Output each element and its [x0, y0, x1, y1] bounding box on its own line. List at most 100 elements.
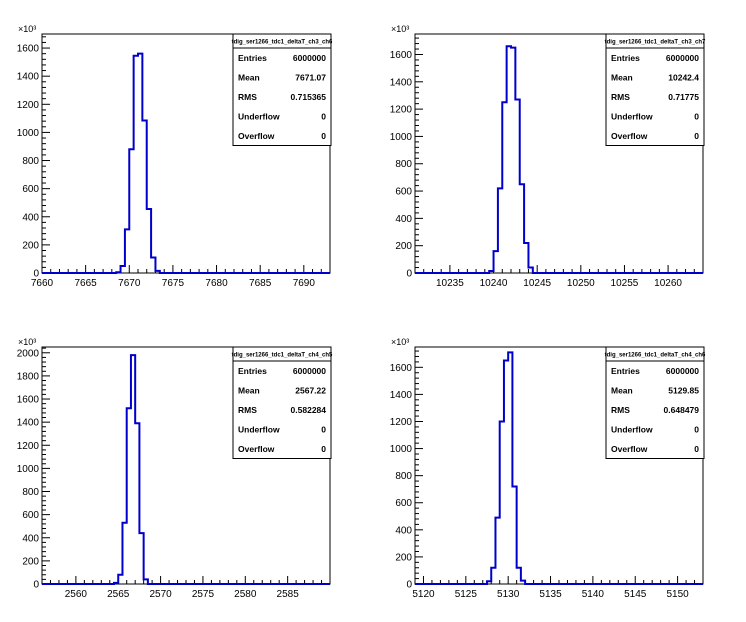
x-tick-label: 5135: [539, 589, 562, 600]
y-tick-label: 600: [395, 498, 412, 509]
y-tick-label: 1400: [390, 390, 413, 401]
y-tick-label: 200: [22, 556, 39, 567]
y-tick-label: 800: [395, 471, 412, 482]
stats-box: tdig_ser1266_tdc1_deltaT_ch3_ch7 Entries 6…: [605, 33, 706, 146]
x-tick-label: 5120: [412, 589, 435, 600]
x-tick-label: 2580: [234, 589, 257, 600]
histogram-bin: [495, 518, 499, 584]
stats-value: 0.648479: [664, 405, 700, 415]
y-tick-label: 1600: [17, 395, 40, 406]
x-tick-label: 10255: [611, 278, 639, 289]
stats-label: Entries: [238, 53, 267, 63]
stats-value: 0: [694, 444, 699, 454]
stats-label: Underflow: [238, 112, 280, 122]
stats-value: 6000000: [293, 53, 326, 63]
x-tick-label: 2575: [192, 589, 215, 600]
x-tick-label: 10235: [436, 278, 464, 289]
y-tick-label: 1800: [17, 371, 40, 382]
y-tick-label: 1000: [17, 464, 40, 475]
x-tick-label: 10240: [480, 278, 508, 289]
histogram-bin: [504, 361, 508, 584]
histogram-bin: [521, 581, 525, 584]
histogram-bin: [487, 581, 491, 584]
stats-label: Entries: [611, 366, 640, 376]
histogram-bin: [131, 355, 135, 584]
histogram-bin: [155, 271, 159, 273]
histogram-bin: [515, 100, 519, 273]
stats-value: 0.715365: [291, 92, 327, 102]
y-tick-label: 1400: [390, 77, 413, 88]
x-tick-label: 10250: [567, 278, 595, 289]
y-tick-label: 0: [406, 580, 412, 591]
y-tick-label: 400: [22, 212, 39, 223]
histogram-bin: [121, 266, 125, 273]
histogram-bin: [500, 421, 504, 584]
x-tick-label: 2585: [277, 589, 300, 600]
stats-value: 0: [694, 112, 699, 122]
histogram-bin: [114, 583, 118, 584]
stats-value: 6000000: [666, 53, 699, 63]
histogram-bin: [118, 575, 122, 584]
stats-label: Entries: [238, 366, 267, 376]
stats-value: 0: [321, 112, 326, 122]
histogram-bin: [139, 533, 143, 584]
y-tick-label: 1600: [390, 363, 413, 374]
stats-label: RMS: [611, 405, 630, 415]
y-tick-label: 1400: [17, 72, 40, 83]
histogram-pad-4: 5120 5125 5130 5135 5140 5145 5150 0 200 400 600 80…: [390, 337, 706, 600]
x-tick-label: 2570: [149, 589, 172, 600]
stats-label: Overflow: [238, 444, 275, 454]
x-tick-label: 7670: [118, 278, 141, 289]
y-tick-label: 200: [395, 241, 412, 252]
stats-value: 0: [321, 425, 326, 435]
stats-label: RMS: [238, 405, 257, 415]
stats-label: Mean: [611, 73, 633, 83]
y-tick-label: 1400: [17, 418, 40, 429]
histogram-bin: [147, 209, 151, 273]
histogram-line: [415, 351, 703, 585]
histogram-bin: [116, 272, 120, 273]
stats-value: 0.71775: [668, 92, 699, 102]
stats-label: Underflow: [611, 425, 653, 435]
y-tick-label: 400: [22, 533, 39, 544]
histogram-bin: [517, 568, 521, 584]
x-tick-label: 5130: [497, 589, 520, 600]
histogram-bin: [151, 258, 155, 273]
histogram-bin: [129, 149, 133, 273]
x-tick-label: 10260: [654, 278, 682, 289]
y-tick-label: 1200: [390, 417, 413, 428]
histogram-bin: [127, 408, 131, 584]
stats-box-frame: [232, 346, 332, 459]
histogram-bin: [494, 251, 498, 273]
x-tick-label: 7690: [293, 278, 316, 289]
stats-box: tdig_ser1266_tdc1_deltaT_ch4_ch6 Entries 6…: [605, 346, 706, 459]
stats-label: Mean: [611, 386, 633, 396]
stats-value: 10242.4: [668, 73, 699, 83]
histogram-bin: [498, 188, 502, 273]
y-tick-label: 200: [395, 552, 412, 563]
stats-value: 7671.07: [295, 73, 326, 83]
x-tick-label: 2560: [65, 589, 88, 600]
stats-label: Mean: [238, 386, 260, 396]
stats-value: 0: [321, 131, 326, 141]
stats-value: 5129.85: [668, 386, 699, 396]
stats-title: tdig_ser1266_tdc1_deltaT_ch4_ch5: [232, 353, 333, 359]
y-tick-label: 600: [22, 510, 39, 521]
stats-title: tdig_ser1266_tdc1_deltaT_ch3_ch6: [232, 40, 333, 46]
y-tick-label: 0: [33, 269, 39, 280]
stats-label: Overflow: [611, 131, 648, 141]
y-tick-label: 1600: [17, 44, 40, 55]
y-tick-label: 400: [395, 214, 412, 225]
stats-label: RMS: [238, 92, 257, 102]
histogram-bin: [502, 102, 506, 273]
histogram-bin: [138, 54, 142, 273]
y-tick-label: 1200: [390, 105, 413, 116]
histogram-pad-2: 10235 10240 10245 10250 10255 10260 0 200 400 600…: [390, 24, 706, 289]
y-tick-label: 800: [395, 159, 412, 170]
y-tick-label: 1600: [390, 50, 413, 61]
stats-box: tdig_ser1266_tdc1_deltaT_ch3_ch6 Entries 6…: [232, 33, 333, 146]
x-tick-label: 7685: [249, 278, 272, 289]
stats-value: 0: [694, 131, 699, 141]
histogram-bin: [508, 352, 512, 584]
stats-box-frame: [605, 346, 705, 459]
